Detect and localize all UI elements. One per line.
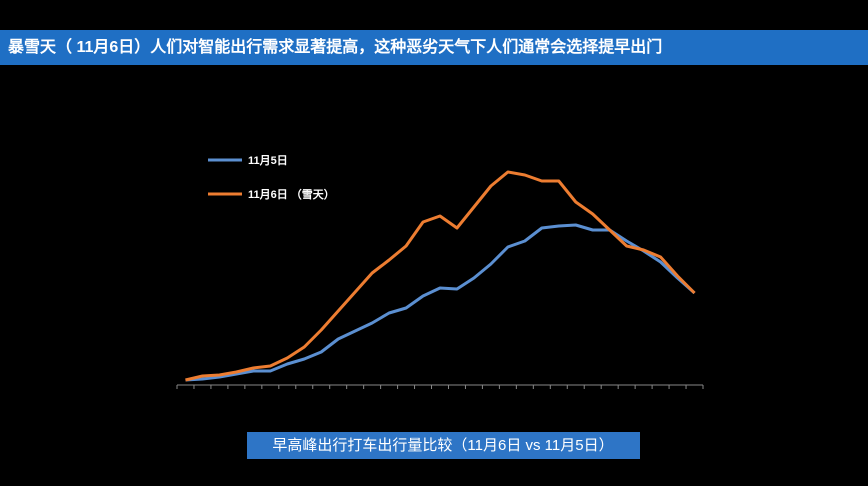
caption: 早高峰出行打车出行量比较（11月6日 vs 11月5日） — [272, 436, 613, 454]
legend-label: 11月6日 （雪天） — [248, 188, 335, 201]
chart-title: 暴雪天（ 11月6日）人们对智能出行需求显著提高，这种恶劣天气下人们通常会选择提… — [7, 37, 662, 56]
legend-label: 11月5日 — [248, 154, 288, 167]
line-series — [185, 170, 696, 382]
caption-box — [247, 432, 640, 459]
title-banner — [0, 30, 868, 65]
